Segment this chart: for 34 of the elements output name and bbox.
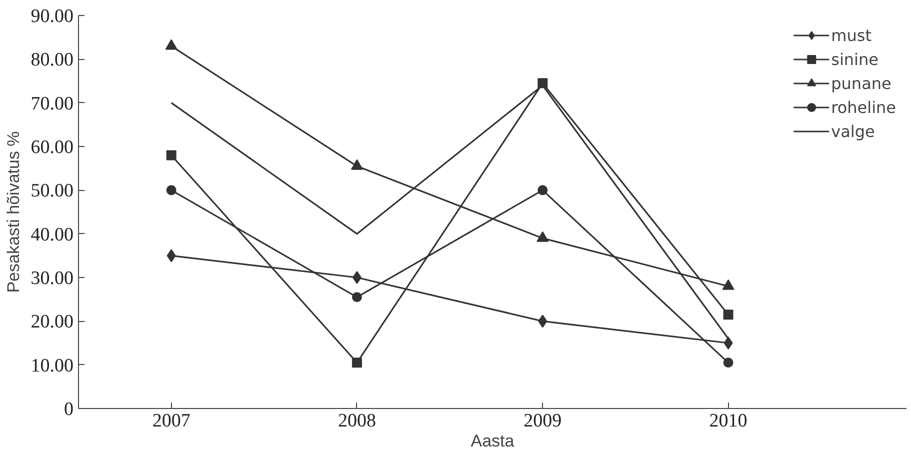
point xyxy=(352,292,362,302)
legend-label: valge xyxy=(831,122,875,140)
y-tick-label: 80.00 xyxy=(30,50,74,71)
point xyxy=(723,358,734,368)
legend-label: sinine xyxy=(831,50,878,68)
y-tick-label: 40.00 xyxy=(30,224,74,246)
point xyxy=(166,185,176,196)
point xyxy=(538,185,548,196)
point xyxy=(352,358,362,368)
y-tick-label: 70.00 xyxy=(30,93,74,114)
y-tick-label: 10.00 xyxy=(30,355,74,376)
point xyxy=(352,271,362,284)
legend-label: roheline xyxy=(831,98,896,116)
x-tick-label: 2010 xyxy=(709,410,748,432)
x-tick-label: 2007 xyxy=(152,410,190,432)
point xyxy=(724,336,733,350)
point xyxy=(166,150,176,160)
y-tick-label: 60.00 xyxy=(30,137,74,158)
point xyxy=(350,159,363,170)
y-tick-label: 50.00 xyxy=(30,180,74,202)
y-axis-title: Pesakasti hõivatus % xyxy=(4,131,23,293)
legend-label: must xyxy=(831,26,872,44)
legend-label: punane xyxy=(831,74,892,92)
x-tick-label: 2009 xyxy=(524,410,562,432)
point xyxy=(538,314,548,328)
x-tick-label: 2008 xyxy=(338,410,376,432)
point xyxy=(723,310,734,320)
point xyxy=(166,249,176,262)
y-tick-label: 0 xyxy=(64,399,74,420)
point xyxy=(165,39,178,50)
x-axis-title: Aasta xyxy=(470,432,515,450)
y-tick-label: 30.00 xyxy=(30,268,74,289)
y-tick-label: 90.00 xyxy=(30,6,74,27)
y-tick-label: 20.00 xyxy=(30,312,74,333)
